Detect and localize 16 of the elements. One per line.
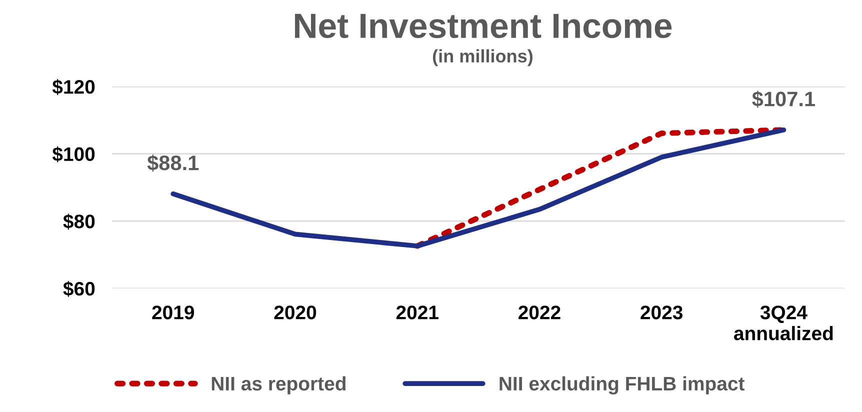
x-tick-label: 2020 [274,306,316,320]
y-tick-label: $120 [52,79,95,96]
data-label: $107.1 [752,90,815,108]
x-tick-label: 2022 [518,306,560,320]
x-tick-label: 2021 [396,306,438,320]
data-label: $88.1 [147,154,199,172]
x-tick-label: 2023 [640,306,683,320]
y-tick-label: $60 [63,281,95,297]
y-tick-label: $100 [52,146,95,162]
legend-label: NII as reported [212,376,346,394]
x-tick-label: 3Q24 annualized [734,306,833,340]
y-tick-label: $80 [63,214,95,230]
x-tick-label: 2019 [152,306,194,320]
legend-label: NII excluding FHLB impact [500,376,744,394]
chart-title: Net Investment Income [295,14,672,38]
chart-subtitle: (in millions) [432,49,532,66]
